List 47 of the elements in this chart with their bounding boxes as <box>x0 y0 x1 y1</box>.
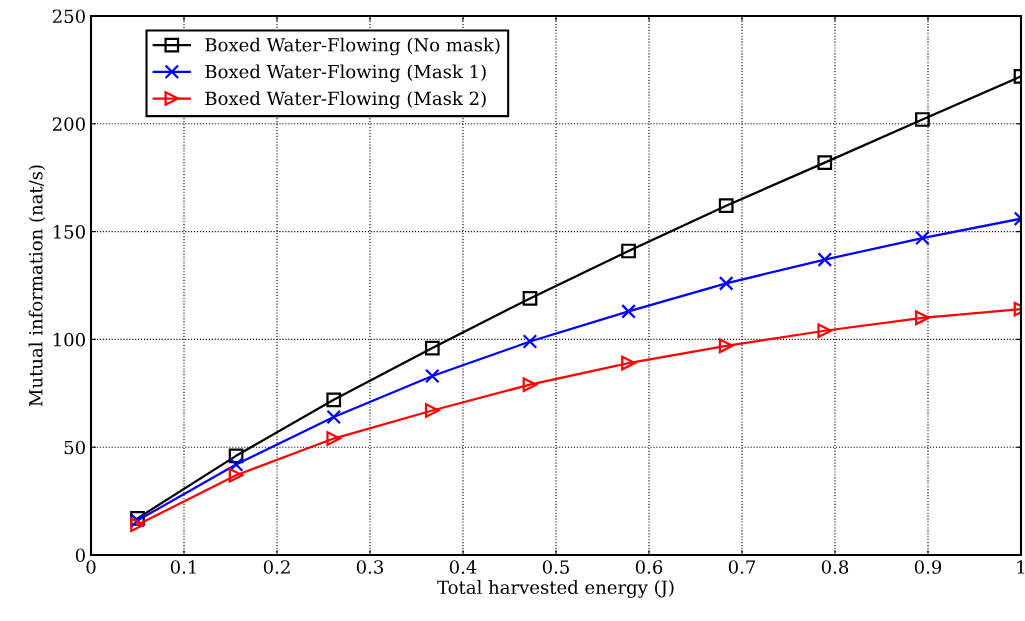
point <box>326 409 342 425</box>
x-axis-title: Total harvested energy (J) <box>437 580 674 598</box>
y-tick-label: 50 <box>64 440 85 455</box>
x-tick-label: 0.7 <box>728 560 756 574</box>
x-tick-label: 0.6 <box>635 560 663 574</box>
x-tick-label: 1 <box>1017 560 1025 574</box>
legend-label: Boxed Water-Flowing (Mask 2) <box>205 91 486 109</box>
x-tick-label: 0.9 <box>914 560 942 574</box>
y-tick-label: 150 <box>53 225 85 239</box>
y-tick-label: 0 <box>75 548 85 563</box>
point <box>817 252 833 267</box>
point <box>522 334 538 349</box>
y-axis-title: Mutual information (nat/s) <box>28 165 46 407</box>
x-tick-label: 0.4 <box>449 560 477 574</box>
y-tick-label: 200 <box>52 117 85 131</box>
point <box>915 230 930 246</box>
point <box>915 310 930 326</box>
point <box>621 304 636 319</box>
legend-label: Boxed Water-Flowing (No mask) <box>205 37 500 56</box>
x-tick-label: 0 <box>86 560 96 574</box>
y-tick-label: 250 <box>52 9 85 24</box>
x-tick-label: 0.2 <box>263 560 290 574</box>
point <box>817 323 833 339</box>
point <box>228 448 244 464</box>
x-tick-label: 0.1 <box>170 560 196 574</box>
y-tick-label: 100 <box>53 332 85 347</box>
point <box>424 368 440 384</box>
point <box>718 198 734 214</box>
point <box>424 340 440 356</box>
point <box>326 431 342 446</box>
point <box>915 112 930 127</box>
point <box>522 291 538 306</box>
point <box>424 403 440 418</box>
x-tick-label: 0.8 <box>821 560 849 574</box>
point <box>130 517 145 533</box>
point <box>621 243 636 259</box>
point <box>522 377 538 393</box>
point <box>621 355 636 371</box>
point <box>718 338 734 354</box>
point <box>228 457 244 472</box>
point <box>718 275 734 291</box>
point <box>326 392 342 408</box>
point <box>228 467 244 483</box>
point <box>817 155 833 170</box>
x-tick-label: 0.3 <box>356 560 384 574</box>
legend-label: Boxed Water-Flowing (Mask 1) <box>205 64 486 83</box>
x-tick-label: 0.5 <box>542 560 569 574</box>
